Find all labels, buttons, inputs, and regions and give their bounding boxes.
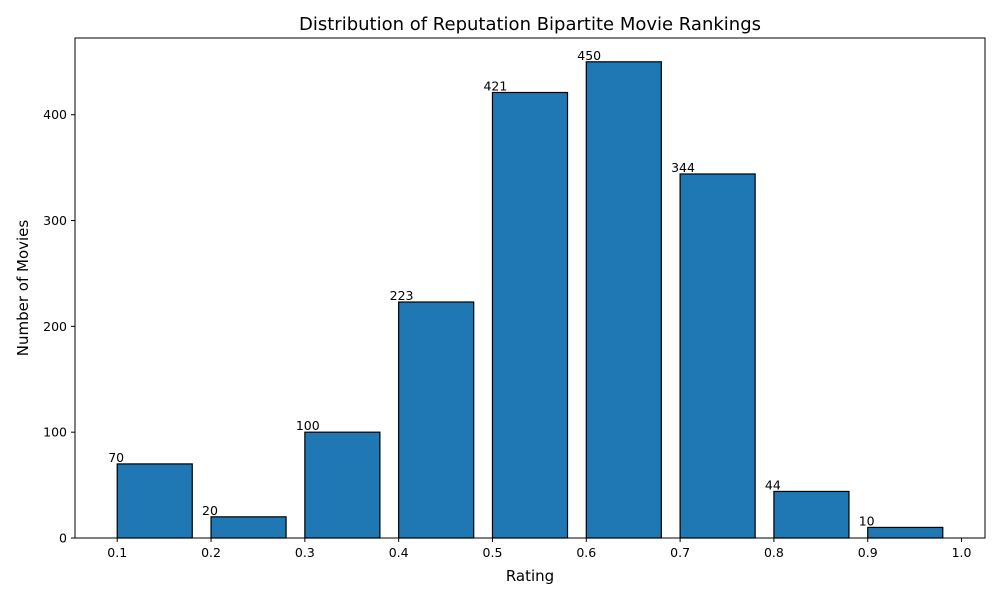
y-tick-label-4: 400 xyxy=(43,107,67,122)
bar-3 xyxy=(398,301,475,539)
data-label-7: 44 xyxy=(765,477,781,492)
bar-5 xyxy=(585,61,662,539)
bars-group xyxy=(116,61,944,539)
data-label-2: 100 xyxy=(296,418,320,433)
x-tick-label-9: 1.0 xyxy=(952,545,972,560)
bar-2 xyxy=(304,431,381,539)
x-tick-label-6: 0.7 xyxy=(670,545,690,560)
x-tick-label-3: 0.4 xyxy=(389,545,409,560)
data-label-4: 421 xyxy=(483,78,507,93)
x-tick-label-1: 0.2 xyxy=(201,545,221,560)
data-label-8: 10 xyxy=(859,513,875,528)
data-label-5: 450 xyxy=(577,48,601,63)
data-labels-group: 70 20 100 223 421 450 344 44 10 xyxy=(108,48,874,529)
x-tick-label-0: 0.1 xyxy=(107,545,127,560)
y-tick-label-1: 100 xyxy=(43,425,67,440)
y-axis-ticks: 0 100 200 300 400 xyxy=(43,107,75,546)
data-label-0: 70 xyxy=(108,450,124,465)
y-tick-label-2: 200 xyxy=(43,319,67,334)
bar-0 xyxy=(116,463,193,539)
bar-8 xyxy=(867,526,944,539)
plot-area-frame xyxy=(74,37,986,539)
bar-1 xyxy=(210,516,287,539)
x-tick-label-2: 0.3 xyxy=(295,545,315,560)
x-axis-ticks: 0.1 0.2 0.3 0.4 0.5 0.6 0.7 0.8 0.9 1.0 xyxy=(107,538,972,560)
chart-title: Distribution of Reputation Bipartite Mov… xyxy=(299,14,761,35)
x-tick-label-8: 0.9 xyxy=(858,545,878,560)
x-axis-label: Rating xyxy=(506,567,554,585)
data-label-6: 344 xyxy=(671,160,695,175)
bar-4 xyxy=(491,91,569,539)
bar-6 xyxy=(679,173,756,539)
x-tick-label-7: 0.8 xyxy=(764,545,784,560)
data-label-1: 20 xyxy=(202,503,218,518)
y-axis-label: Number of Movies xyxy=(14,220,32,357)
y-tick-label-0: 0 xyxy=(59,531,67,546)
data-label-3: 223 xyxy=(390,288,414,303)
bar-7 xyxy=(773,490,850,539)
x-tick-label-4: 0.5 xyxy=(483,545,503,560)
y-tick-label-3: 300 xyxy=(43,213,67,228)
x-tick-label-5: 0.6 xyxy=(576,545,596,560)
